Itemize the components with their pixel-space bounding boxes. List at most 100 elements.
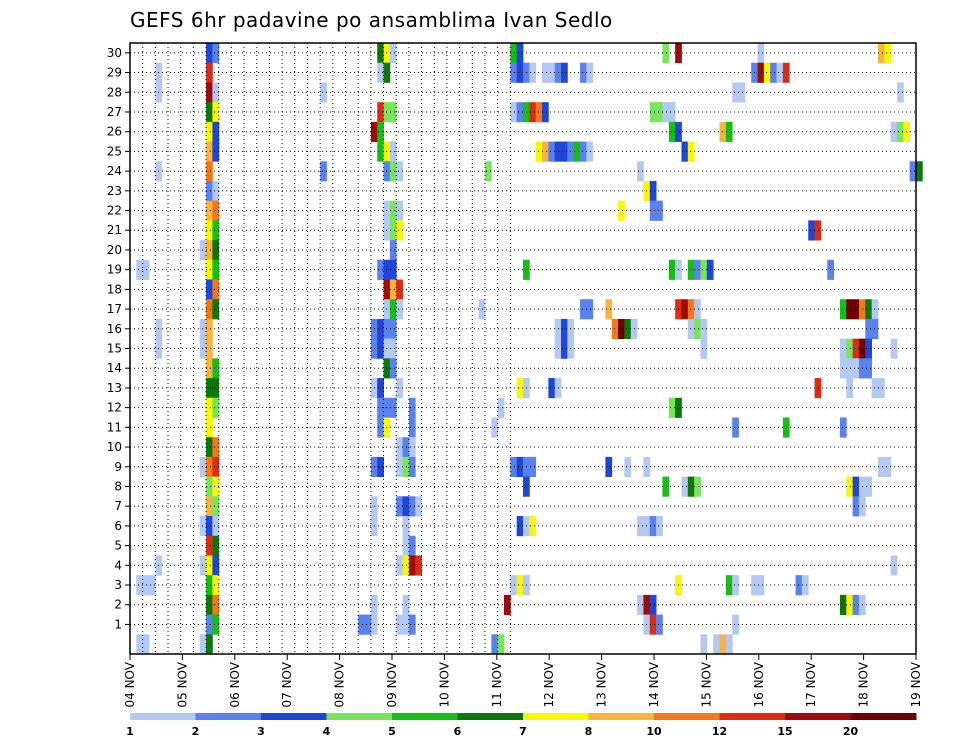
y-tick-label: 27 bbox=[107, 105, 122, 119]
heatmap-cell bbox=[389, 397, 397, 418]
heatmap-cell bbox=[605, 456, 613, 478]
heatmap-cell bbox=[662, 476, 670, 497]
heatmap-cell bbox=[389, 200, 397, 221]
y-tick-label: 10 bbox=[107, 440, 122, 454]
heatmap-cell bbox=[877, 456, 885, 478]
heatmap-cell bbox=[206, 634, 213, 655]
heatmap-cell bbox=[732, 614, 739, 635]
y-tick-label: 18 bbox=[107, 282, 122, 296]
heatmap-cell bbox=[852, 476, 860, 497]
heatmap-cell bbox=[510, 456, 518, 478]
heatmap-cell bbox=[656, 516, 663, 537]
heatmap-cell bbox=[142, 634, 150, 655]
heatmap-cell bbox=[605, 299, 613, 320]
heatmap-cell bbox=[199, 318, 207, 340]
heatmap-cell bbox=[839, 594, 847, 615]
heatmap-cell bbox=[497, 634, 505, 655]
heatmap-cell bbox=[503, 594, 511, 615]
heatmap-cell bbox=[491, 634, 499, 655]
colorbar-swatch bbox=[850, 713, 917, 720]
x-tick-label: 15 NOV bbox=[699, 661, 713, 707]
heatmap-cell bbox=[212, 496, 220, 517]
colorbar-swatch bbox=[523, 713, 589, 720]
heatmap-cell bbox=[510, 102, 518, 123]
x-tick-label: 04 NOV bbox=[123, 661, 137, 707]
heatmap-cell bbox=[687, 141, 695, 162]
heatmap-cell bbox=[408, 614, 416, 635]
heatmap-cell bbox=[402, 594, 410, 615]
heatmap-cell bbox=[396, 161, 403, 182]
heatmap-cell bbox=[389, 220, 397, 241]
heatmap-cell bbox=[732, 575, 739, 596]
heatmap-cell bbox=[649, 516, 657, 537]
heatmap-cell bbox=[212, 614, 220, 635]
heatmap-cell bbox=[212, 437, 220, 458]
heatmap-cell bbox=[649, 180, 657, 202]
heatmap-cell bbox=[839, 417, 847, 438]
heatmap-cell bbox=[637, 516, 644, 537]
y-tick-label: 6 bbox=[114, 519, 122, 533]
heatmap-cell bbox=[396, 614, 403, 635]
heatmap-cell bbox=[212, 200, 220, 221]
heatmap-cell bbox=[662, 102, 670, 123]
heatmap-cell bbox=[206, 594, 213, 615]
heatmap-cell bbox=[212, 279, 220, 300]
y-tick-label: 4 bbox=[114, 558, 122, 572]
heatmap-cell bbox=[668, 102, 676, 123]
heatmap-cell bbox=[206, 82, 213, 103]
y-tick-label: 22 bbox=[107, 204, 122, 218]
heatmap-cell bbox=[396, 299, 403, 320]
heatmap-cell bbox=[212, 476, 220, 497]
heatmap-cell bbox=[884, 43, 892, 64]
heatmap-cell bbox=[516, 43, 524, 64]
heatmap-cell bbox=[206, 417, 213, 438]
y-tick-label: 7 bbox=[114, 499, 122, 513]
heatmap-cell bbox=[637, 594, 644, 615]
heatmap-cell bbox=[402, 496, 410, 517]
x-tick-label: 05 NOV bbox=[175, 661, 189, 707]
heatmap-cell bbox=[206, 496, 213, 517]
colorbar-label: 2 bbox=[192, 725, 200, 738]
colorbar-label: 8 bbox=[585, 725, 593, 738]
heatmap-cell bbox=[206, 555, 213, 576]
heatmap-cell bbox=[136, 259, 144, 280]
heatmap-cell bbox=[389, 259, 397, 280]
heatmap-cell bbox=[396, 378, 403, 399]
heatmap-cell bbox=[662, 43, 670, 64]
colorbar-label: 20 bbox=[843, 725, 859, 738]
heatmap-cell bbox=[618, 200, 625, 221]
x-tick-label: 06 NOV bbox=[228, 661, 242, 707]
heatmap-cell bbox=[580, 62, 587, 83]
heatmap-cell bbox=[846, 594, 854, 615]
y-tick-label: 16 bbox=[107, 322, 122, 336]
heatmap-cell bbox=[687, 318, 695, 340]
x-axis: 04 NOV 05 NOV 06 NOV 07 NOV 08 NOV 09 NOV 10 N… bbox=[123, 654, 923, 708]
colorbar-swatch bbox=[785, 713, 851, 720]
heatmap-cell bbox=[529, 102, 537, 123]
heatmap-cell bbox=[212, 121, 220, 142]
heatmap-cell bbox=[212, 358, 220, 379]
heatmap-cell bbox=[529, 516, 537, 537]
y-tick-label: 20 bbox=[107, 243, 122, 257]
y-tick-label: 1 bbox=[114, 617, 122, 631]
heatmap-cell bbox=[389, 358, 397, 379]
heatmap-cell bbox=[212, 259, 220, 280]
heatmap-cell bbox=[206, 121, 213, 142]
heatmap-cell bbox=[516, 378, 524, 399]
heatmap-cell bbox=[320, 82, 327, 103]
heatmap-cell bbox=[206, 180, 213, 202]
heatmap-cell bbox=[763, 62, 771, 83]
heatmap-cell bbox=[681, 299, 689, 320]
heatmap-cell bbox=[408, 535, 416, 556]
heatmap-cell bbox=[516, 575, 524, 596]
heatmap-cell bbox=[396, 279, 403, 300]
heatmap-cell bbox=[206, 240, 213, 261]
heatmap-cell bbox=[408, 555, 416, 576]
heatmap-cell bbox=[402, 456, 410, 478]
colorbar-swatch bbox=[326, 713, 393, 720]
heatmap-cell bbox=[206, 614, 213, 635]
heatmap-cell bbox=[535, 102, 543, 123]
heatmap-cell bbox=[916, 161, 923, 182]
heatmap-cell bbox=[199, 516, 207, 537]
heatmap-cell bbox=[377, 259, 384, 280]
